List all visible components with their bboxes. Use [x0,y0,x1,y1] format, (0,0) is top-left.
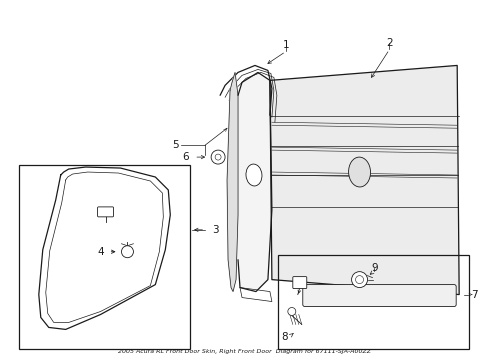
FancyBboxPatch shape [292,276,306,289]
Text: 5: 5 [172,140,178,150]
Bar [19,165,190,349]
Polygon shape [226,72,238,292]
Circle shape [211,150,224,164]
Circle shape [355,276,363,284]
FancyBboxPatch shape [98,207,113,217]
Text: 8: 8 [281,332,287,342]
Circle shape [121,246,133,258]
Text: 2: 2 [386,37,392,48]
Polygon shape [238,72,271,292]
Polygon shape [269,66,458,294]
Text: 4: 4 [97,247,103,257]
Circle shape [215,154,221,160]
Bar [277,255,468,349]
Text: 1: 1 [282,40,288,50]
Text: 3: 3 [211,225,218,235]
Ellipse shape [348,157,370,187]
Text: 6: 6 [182,152,188,162]
Circle shape [351,272,367,288]
Text: 2005 Acura RL Front Door Skin, Right Front Door  Diagram for 67111-SJA-A00ZZ: 2005 Acura RL Front Door Skin, Right Fro… [118,349,370,354]
Text: 7: 7 [470,289,476,300]
FancyBboxPatch shape [302,285,455,306]
Ellipse shape [245,164,262,186]
Circle shape [287,307,295,315]
Text: 9: 9 [370,263,377,273]
